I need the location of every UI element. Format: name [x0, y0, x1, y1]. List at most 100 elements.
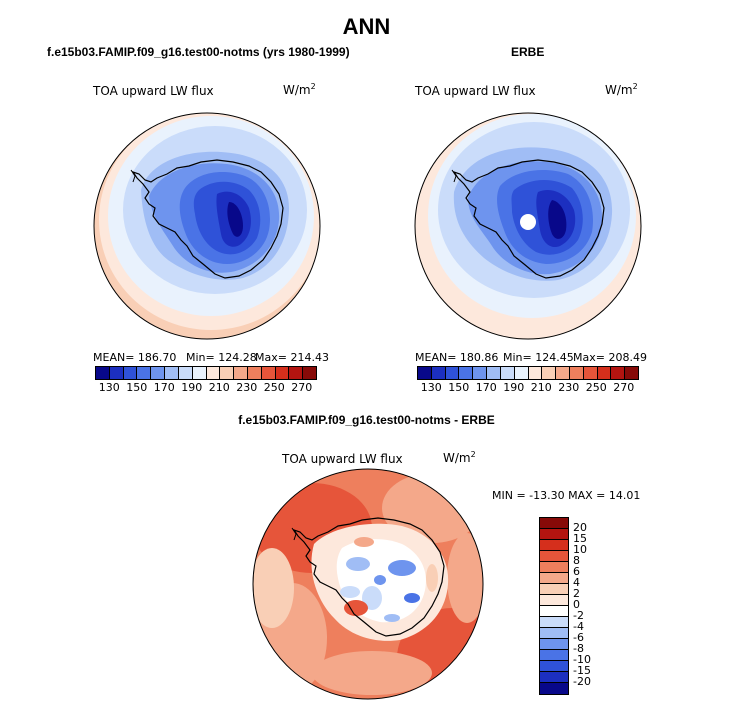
obs-colorbar-tick: 250 [585, 381, 607, 394]
obs-colorbar-tick: 150 [448, 381, 470, 394]
diff-colorbar-tick: -8 [573, 642, 584, 655]
model-colorbar-box [178, 367, 193, 379]
diff-colorbar-tick: -6 [573, 631, 584, 644]
diff-colorbar-box [540, 529, 568, 540]
obs-colorbar-box [500, 367, 515, 379]
model-colorbar-box [137, 367, 152, 379]
diff-colorbar-box [540, 562, 568, 573]
diff-colorbar-box [540, 584, 568, 595]
diff-colorbar-tick: 8 [573, 554, 580, 567]
diff-colorbar-box [540, 650, 568, 661]
model-colorbar-tick: 270 [291, 381, 313, 394]
model-colorbar-tick: 170 [153, 381, 175, 394]
model-colorbar-tick: 190 [181, 381, 203, 394]
obs-colorbar-box [583, 367, 598, 379]
diff-units-label: W/m2 [443, 450, 476, 465]
obs-colorbar [417, 366, 639, 380]
obs-colorbar-box [473, 367, 488, 379]
diff-variable-label: TOA upward LW flux [282, 452, 403, 466]
model-colorbar-box [165, 367, 179, 379]
diff-panel-title: f.e15b03.FAMIP.f09_g16.test00-notms - ER… [238, 413, 495, 427]
model-colorbar-tick: 230 [236, 381, 258, 394]
diff-colorbar-tick: 15 [573, 532, 587, 545]
diff-colorbar-tick: 6 [573, 565, 580, 578]
model-colorbar-tick: 150 [126, 381, 148, 394]
diff-colorbar-tick: 20 [573, 521, 587, 534]
diff-colorbar-tick: -20 [573, 675, 591, 688]
obs-min: Min= 124.45 [503, 351, 574, 364]
obs-colorbar-box [528, 367, 543, 379]
diff-colorbar-tick: 0 [573, 598, 580, 611]
obs-colorbar-box [597, 367, 612, 379]
model-mean: MEAN= 186.70 [93, 351, 177, 364]
model-panel-title: f.e15b03.FAMIP.f09_g16.test00-notms (yrs… [47, 45, 350, 59]
obs-colorbar-box [556, 367, 570, 379]
diff-colorbar-box [540, 551, 568, 562]
model-colorbar-box [151, 367, 166, 379]
model-colorbar-box [275, 367, 290, 379]
obs-units-label: W/m2 [605, 82, 638, 97]
obs-polar-map [414, 112, 642, 340]
diff-colorbar-box [540, 628, 568, 639]
obs-colorbar-box [611, 367, 626, 379]
diff-colorbar-box [540, 518, 568, 529]
obs-colorbar-tick: 130 [420, 381, 442, 394]
obs-colorbar-box [445, 367, 460, 379]
diff-colorbar-tick: 10 [573, 543, 587, 556]
model-colorbar-box [303, 367, 316, 379]
diff-polar-map [252, 468, 484, 700]
diff-colorbar-box [540, 540, 568, 551]
model-colorbar-box [247, 367, 262, 379]
model-colorbar-tick: 210 [208, 381, 230, 394]
diff-colorbar-tick: 4 [573, 576, 580, 589]
obs-colorbar-box [487, 367, 501, 379]
obs-colorbar-tick: 210 [530, 381, 552, 394]
model-colorbar-box [261, 367, 276, 379]
model-colorbar-box [289, 367, 304, 379]
obs-colorbar-box [625, 367, 638, 379]
obs-panel-title: ERBE [511, 45, 545, 59]
diff-colorbar-box [540, 683, 568, 694]
diff-colorbar-box [540, 617, 568, 628]
diff-colorbar-box [540, 661, 568, 672]
model-max: Max= 214.43 [255, 351, 329, 364]
obs-colorbar-ticks: 130 150 170 190 210 230 250 270 [417, 381, 637, 395]
model-colorbar-box [234, 367, 248, 379]
obs-colorbar-box [542, 367, 557, 379]
obs-colorbar-tick: 230 [558, 381, 580, 394]
diff-colorbar-tick: -4 [573, 620, 584, 633]
model-colorbar-ticks: 130 150 170 190 210 230 250 270 [95, 381, 315, 395]
diff-colorbar [539, 517, 569, 695]
obs-colorbar-box [459, 367, 474, 379]
model-colorbar-box [96, 367, 110, 379]
obs-colorbar-box [431, 367, 446, 379]
obs-colorbar-tick: 190 [503, 381, 525, 394]
obs-colorbar-box [569, 367, 584, 379]
diff-colorbar-box [540, 595, 568, 606]
obs-colorbar-tick: 270 [613, 381, 635, 394]
obs-colorbar-box [514, 367, 529, 379]
figure-title: ANN [342, 14, 391, 39]
model-colorbar-tick: 130 [98, 381, 120, 394]
diff-colorbar-box [540, 606, 568, 617]
obs-colorbar-tick: 170 [475, 381, 497, 394]
obs-variable-label: TOA upward LW flux [415, 84, 536, 98]
diff-colorbar-tick: -10 [573, 653, 591, 666]
diff-colorbar-ticks: 20 15 10 8 6 4 2 0 -2 -4 -6 -8 -10 -15 -20 [573, 517, 613, 707]
model-units-label: W/m2 [283, 82, 316, 97]
model-colorbar-box [192, 367, 207, 379]
model-min: Min= 124.28 [186, 351, 257, 364]
diff-colorbar-tick: -15 [573, 664, 591, 677]
obs-mean: MEAN= 180.86 [415, 351, 499, 364]
diff-colorbar-tick: 2 [573, 587, 580, 600]
diff-colorbar-box [540, 672, 568, 683]
model-colorbar-box [109, 367, 124, 379]
obs-max: Max= 208.49 [573, 351, 647, 364]
obs-colorbar-box [418, 367, 432, 379]
model-colorbar-box [123, 367, 138, 379]
diff-minmax: MIN = -13.30 MAX = 14.01 [492, 489, 641, 502]
model-colorbar [95, 366, 317, 380]
model-variable-label: TOA upward LW flux [93, 84, 214, 98]
diff-colorbar-tick: -2 [573, 609, 584, 622]
model-polar-map [93, 112, 321, 340]
